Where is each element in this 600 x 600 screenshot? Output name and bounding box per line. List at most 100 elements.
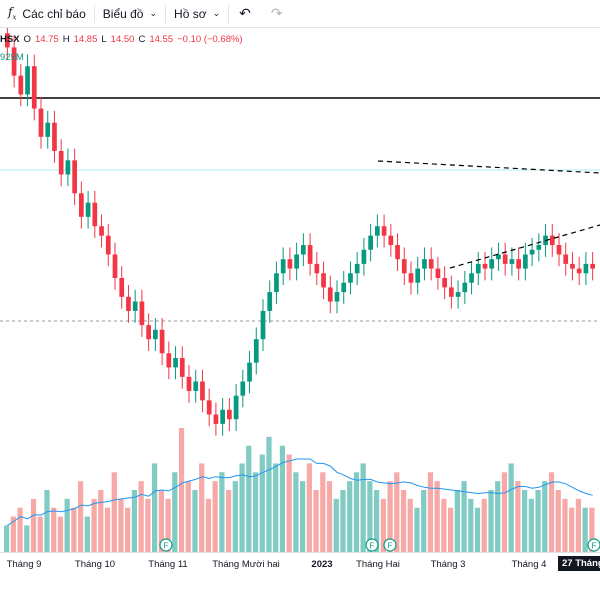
volume-bar — [515, 481, 521, 552]
volume-bar — [57, 516, 64, 552]
volume-bar — [548, 472, 555, 552]
candle — [206, 400, 212, 415]
candle — [240, 381, 246, 396]
candle — [435, 268, 441, 278]
candle — [139, 301, 145, 326]
candle — [442, 278, 447, 288]
candle — [590, 263, 595, 269]
volume-bar — [481, 498, 487, 552]
volume-bar — [414, 507, 420, 552]
toolbar-divider — [93, 4, 95, 23]
volume-bar — [44, 490, 50, 552]
volume-bar — [71, 507, 77, 552]
candle — [105, 235, 111, 255]
volume-bar — [400, 490, 407, 552]
undo-icon[interactable]: ↶ — [239, 5, 251, 21]
volume-bar — [51, 507, 57, 552]
volume-bar — [205, 498, 212, 552]
triangle-upper-line — [377, 160, 600, 174]
volume-bar — [24, 525, 30, 552]
candle — [321, 273, 326, 288]
chart-menu-button[interactable]: Biểu đồ ⌄ — [95, 0, 165, 28]
candle — [233, 395, 239, 420]
volume-bar — [313, 490, 319, 552]
redo-icon[interactable]: ↷ — [270, 5, 283, 21]
candle — [213, 414, 219, 424]
dividend-marker-label: F — [592, 542, 597, 551]
x-tick: Tháng Mười hai — [212, 559, 280, 570]
volume-bar — [326, 481, 333, 552]
candle — [260, 310, 266, 340]
candle — [253, 339, 259, 363]
candle — [301, 245, 306, 255]
volume-ma-line — [7, 458, 593, 526]
candle — [307, 245, 313, 264]
volume-bar — [495, 481, 501, 552]
volume-bar — [522, 490, 528, 552]
volume-bar — [118, 498, 124, 552]
volume-bar — [535, 490, 541, 552]
candle — [388, 235, 394, 246]
volume-bar — [353, 472, 360, 552]
time-axis[interactable]: Tháng 9 Tháng 10 Tháng 11 Tháng Mười hai… — [0, 552, 600, 575]
x-tick: 2023 — [311, 559, 333, 570]
indicators-label: Các chỉ báo — [22, 6, 86, 21]
volume-bar — [448, 507, 454, 552]
crosshair-date-label: 27 Tháng — [558, 556, 600, 571]
volume-bar — [286, 454, 292, 552]
symbol-label: HSX — [0, 34, 20, 45]
x-tick: Tháng 4 — [511, 559, 547, 570]
candle — [58, 150, 64, 175]
chart-menu-label: Biểu đồ — [102, 6, 144, 21]
candle — [294, 254, 299, 269]
candle — [375, 226, 380, 236]
volume-bar — [320, 472, 326, 552]
candle — [583, 263, 589, 274]
candle — [126, 296, 131, 311]
volume-bar — [131, 490, 138, 552]
x-tick: Tháng 10 — [74, 559, 116, 570]
volume-bar — [78, 481, 84, 552]
profile-menu-button[interactable]: Hồ sơ ⌄ — [166, 0, 228, 28]
volume-bar — [273, 463, 279, 552]
candle — [18, 75, 24, 95]
candle — [119, 278, 125, 297]
volume-bar — [300, 481, 306, 552]
dividend-marker-label: F — [388, 542, 393, 551]
volume-bar — [441, 498, 447, 552]
volume-bar — [84, 516, 90, 552]
candle — [11, 47, 17, 76]
candle — [348, 273, 353, 283]
candle — [334, 292, 340, 302]
low-value: 14.50 — [110, 34, 135, 45]
close-key: C — [138, 34, 146, 45]
candle — [482, 263, 488, 269]
volume-bar — [178, 428, 185, 552]
volume-bar — [10, 516, 16, 552]
indicators-button[interactable]: fx Các chỉ báo — [0, 0, 94, 28]
candle — [99, 226, 104, 236]
volume-bar — [387, 481, 393, 552]
volume-bar — [488, 490, 494, 552]
candle — [267, 292, 273, 311]
volume-bar — [589, 507, 595, 552]
candle — [327, 287, 333, 302]
x-tick: Tháng 9 — [6, 559, 42, 570]
dividend-marker-icon — [159, 538, 173, 552]
volume-bar — [461, 481, 467, 552]
candle — [166, 353, 172, 368]
candle — [341, 282, 347, 293]
candle — [193, 381, 199, 391]
candle — [475, 263, 481, 274]
candle — [280, 259, 286, 274]
volume-bar — [30, 498, 37, 552]
candle — [112, 254, 118, 278]
candle — [179, 358, 185, 377]
dividend-marker-icon — [383, 538, 397, 552]
candle — [79, 193, 84, 217]
x-tick: Tháng 11 — [148, 559, 188, 570]
open-value: 14.75 — [34, 34, 59, 45]
volume-bar — [239, 463, 245, 552]
volume-bar — [192, 490, 198, 552]
